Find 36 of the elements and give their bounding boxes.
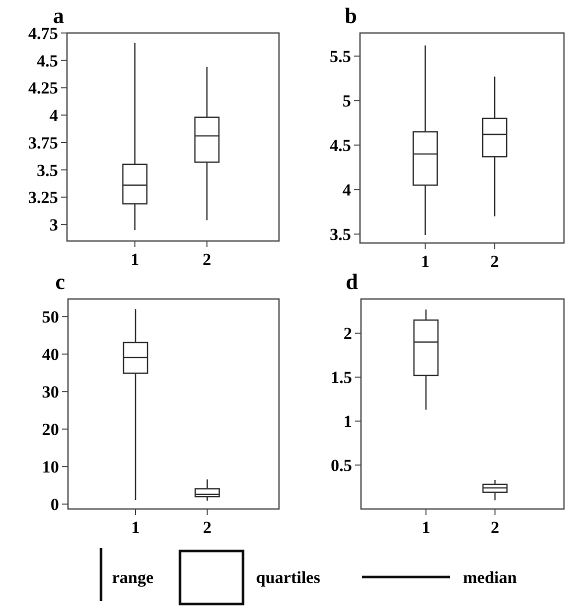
y-tick-label: 4 bbox=[342, 180, 352, 200]
chart-title: d bbox=[346, 269, 358, 294]
y-tick-label: 1.5 bbox=[330, 368, 352, 388]
chart-title: b bbox=[344, 3, 357, 28]
x-tick-label: 1 bbox=[130, 250, 140, 269]
chart-title: c bbox=[55, 269, 66, 294]
text: quartiles bbox=[256, 568, 321, 587]
x-tick-label: 2 bbox=[202, 250, 212, 269]
y-tick-label: 0.5 bbox=[330, 456, 352, 476]
x-tick-label: 2 bbox=[490, 518, 500, 537]
y-tick-label: 3.25 bbox=[28, 188, 58, 208]
y-tick-label: 50 bbox=[42, 308, 59, 327]
y-tick-label: 3 bbox=[50, 216, 58, 235]
x-tick-label: 1 bbox=[421, 252, 430, 271]
text: median bbox=[463, 568, 518, 587]
y-tick-label: 10 bbox=[42, 458, 59, 477]
y-tick-label: 0 bbox=[50, 495, 59, 514]
y-tick-label: 20 bbox=[42, 420, 59, 440]
y-tick-label: 30 bbox=[42, 382, 59, 402]
y-tick-label: 3.5 bbox=[36, 160, 58, 180]
y-tick-label: 40 bbox=[42, 345, 59, 364]
y-tick-label: 3.5 bbox=[330, 225, 351, 244]
y-tick-label: 1 bbox=[344, 412, 352, 432]
x-tick-label: 2 bbox=[203, 518, 212, 537]
y-tick-label: 4.25 bbox=[28, 78, 58, 98]
y-tick-label: 2 bbox=[344, 324, 352, 344]
y-tick-label: 4.5 bbox=[330, 136, 351, 156]
y-tick-label: 4 bbox=[50, 106, 58, 126]
y-tick-label: 4.5 bbox=[36, 51, 58, 70]
x-tick-label: 1 bbox=[131, 518, 140, 537]
text: range bbox=[112, 568, 154, 587]
x-tick-label: 1 bbox=[422, 518, 430, 537]
y-tick-label: 5 bbox=[342, 92, 351, 111]
y-tick-label: 5.5 bbox=[330, 47, 351, 66]
y-tick-label: 3.75 bbox=[28, 133, 58, 152]
x-tick-label: 2 bbox=[490, 252, 499, 271]
